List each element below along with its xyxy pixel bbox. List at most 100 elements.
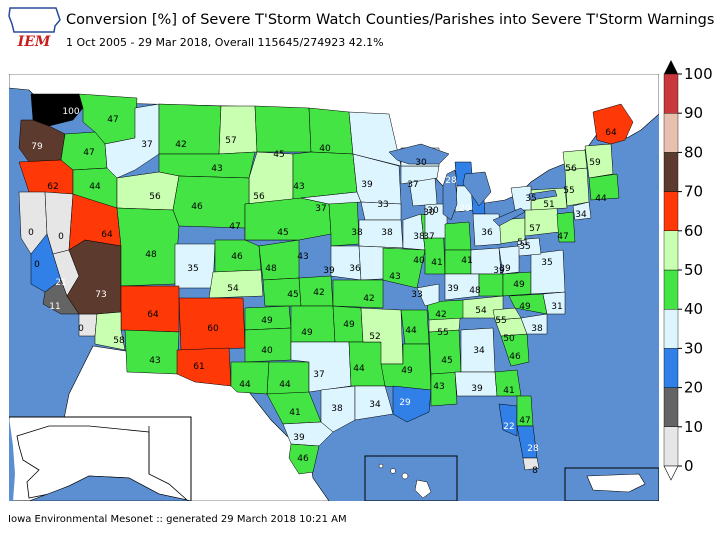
region-wfo-sjt	[266, 361, 310, 397]
value-label-wfo-mqt: 30	[415, 158, 427, 168]
value-label-wfo-mhx: 31	[551, 302, 562, 312]
value-label-wfo-mob: 43	[433, 382, 444, 392]
value-label-wfo-iwx: 41	[431, 258, 442, 268]
value-label-wfo-crp: 39	[293, 433, 305, 443]
value-label-wfo-fsd: 37	[315, 204, 326, 214]
value-label-wfo-ewx: 41	[289, 408, 300, 418]
region-wfo-bro	[288, 443, 320, 475]
value-label-wfo-btv: 56	[565, 164, 577, 174]
value-label-wfo-lwx: 35	[519, 242, 530, 252]
legend-swatch-90	[663, 73, 679, 114]
legend-underflow	[663, 465, 679, 481]
office-regions	[18, 93, 634, 475]
value-label-wfo-chs: 46	[509, 352, 521, 362]
value-label-wfo-abq: 60	[207, 324, 219, 334]
region-wfo-lix	[392, 385, 432, 423]
legend-swatch-10	[663, 387, 679, 428]
value-label-wfo-mfr: 62	[47, 182, 58, 192]
value-label-wfo-riw: 46	[191, 202, 203, 212]
region-wfo-crp	[282, 421, 334, 447]
value-label-wfo-vef: 73	[95, 290, 106, 300]
value-label-wfo-ctp: 57	[529, 224, 540, 234]
legend-tick-label: 0	[684, 457, 694, 475]
value-label-wfo-lot: 37	[423, 232, 434, 242]
value-label-wfo-tbw: 22	[503, 422, 514, 432]
page-subtitle: 1 Oct 2005 - 29 Mar 2018, Overall 115645…	[66, 36, 384, 49]
region-wfo-okx	[572, 201, 592, 221]
value-label-wfo-iln: 39	[493, 266, 505, 276]
value-label-wfo-bro: 46	[297, 454, 309, 464]
region-wfo-psr	[94, 311, 126, 351]
value-label-wfo-cle: 36	[481, 228, 493, 238]
region-wfo-maf	[230, 361, 270, 395]
region-wfo-slc	[116, 207, 180, 287]
value-label-wfo-key: 8	[532, 466, 538, 476]
region-wfo-ggw	[218, 105, 258, 155]
value-label-wfo-pih: 56	[149, 192, 161, 202]
value-label-wfo-grr: 30	[427, 206, 439, 216]
value-label-wfo-bgm: 51	[543, 200, 554, 210]
value-label-wfo-ict: 42	[313, 288, 324, 298]
value-label-wfo-cys: 47	[229, 222, 240, 232]
legend-tick-label: 70	[684, 183, 703, 201]
value-label-wfo-ind: 41	[461, 256, 472, 266]
lake-erie	[492, 207, 526, 227]
value-label-wfo-ffc: 34	[473, 346, 485, 356]
lake-michigan	[442, 169, 458, 221]
value-label-wfo-tfx: 42	[175, 140, 186, 150]
legend-tick-label: 10	[684, 418, 703, 436]
value-label-wfo-lub: 40	[261, 346, 273, 356]
value-label-wfo-meg: 44	[405, 326, 417, 336]
region-wfo-gld	[258, 239, 300, 281]
value-label-wfo-bis: 45	[273, 150, 284, 160]
value-label-wfo-mtr: 21	[55, 278, 66, 288]
page-title: Conversion [%] of Severe T'Storm Watch C…	[66, 12, 715, 28]
value-label-wfo-sto: 0	[58, 232, 64, 242]
region-wfo-riw	[172, 175, 250, 229]
value-label-wfo-fwd: 37	[313, 370, 324, 380]
value-label-wfo-ggw: 57	[225, 136, 236, 146]
legend-tick-label: 30	[684, 339, 703, 357]
color-legend-bar: 0 10 20 30 40 50 60 70 80 90 100	[663, 60, 713, 481]
great-lakes	[388, 143, 558, 227]
region-wfo-rlx	[498, 245, 520, 275]
legend-tick-label: 40	[684, 300, 703, 318]
value-label-wfo-shv: 44	[353, 364, 365, 374]
region-wfo-bis	[254, 105, 312, 153]
legend-tick-label: 80	[684, 143, 703, 161]
region-wfo-ilm	[520, 313, 548, 335]
value-label-wfo-lkn: 64	[101, 230, 113, 240]
alaska-inset	[9, 416, 192, 501]
value-label-wfo-pqr: 79	[31, 142, 43, 152]
value-label-wfo-pbz: 51	[517, 238, 528, 248]
legend-swatch-0	[663, 426, 679, 467]
value-label-wfo-twc: 43	[149, 356, 160, 366]
value-label-wfo-hnx: 0	[34, 260, 40, 270]
value-label-wfo-lzk: 52	[369, 332, 380, 342]
value-label-wfo-phi: 47	[557, 232, 568, 242]
legend-tick-label: 90	[684, 104, 703, 122]
iem-logo: IEM	[6, 4, 62, 50]
value-label-wfo-okx: 34	[575, 210, 587, 220]
value-label-wfo-ama: 49	[261, 316, 273, 326]
legend-swatch-80	[663, 113, 679, 153]
value-label-wfo-tsa: 49	[343, 320, 355, 330]
value-label-wfo-dlh: 39	[361, 180, 373, 190]
value-label-wfo-gyx: 59	[589, 158, 601, 168]
lake-ontario	[528, 189, 558, 201]
value-label-wfo-ilx: 40	[413, 256, 425, 266]
hawaii-inset	[364, 455, 458, 501]
value-label-wfo-mpx: 38	[351, 228, 363, 238]
region-wfo-btv	[562, 149, 588, 171]
region-wfo-byz	[158, 151, 256, 179]
value-label-wfo-gsp: 55	[495, 316, 506, 326]
region-wfo-twc	[124, 329, 180, 375]
legend-swatch-30	[663, 308, 679, 349]
region-wfo-oun	[290, 305, 336, 343]
value-label-wfo-cae: 50	[503, 334, 515, 344]
value-label-wfo-hgx: 38	[331, 404, 343, 414]
value-label-wfo-car: 64	[605, 128, 617, 138]
region-wfo-iwx	[444, 221, 472, 251]
office-value-labels: 100 47 79 47 62 44 37 42 57 43 56 45 40 56 43 46 47 0 0 64 2…	[28, 107, 617, 476]
value-label-wfo-bmx: 45	[441, 356, 452, 366]
